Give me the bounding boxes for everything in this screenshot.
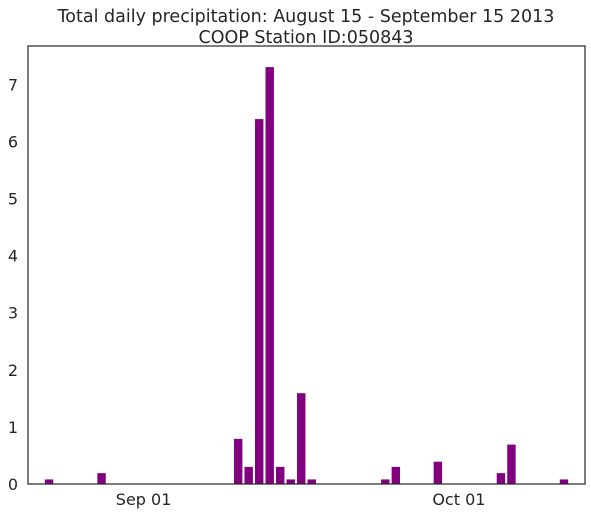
x-tick-label-sep-01: Sep 01 — [116, 490, 172, 509]
bar-2013-09-17 — [307, 479, 316, 484]
x-tick-label-oct-01: Oct 01 — [432, 490, 485, 509]
bar-2013-09-16 — [297, 393, 306, 484]
bar-2013-10-05 — [496, 473, 506, 484]
y-tick-label-1: 1 — [8, 418, 18, 437]
y-tick-label-0: 0 — [8, 475, 18, 494]
bars-group — [44, 67, 569, 484]
bar-2013-08-28 — [97, 473, 106, 484]
bar-2013-09-13 — [265, 67, 274, 484]
chart-title-line2: COOP Station ID:050843 — [199, 28, 414, 48]
y-tick-label-3: 3 — [8, 304, 18, 323]
chart-title-line1: Total daily precipitation: August 15 - S… — [57, 7, 555, 27]
bar-2013-10-06 — [507, 444, 516, 484]
bar-2013-09-10 — [233, 438, 243, 484]
bar-2013-09-12 — [255, 119, 264, 484]
plot-frame — [27, 45, 586, 485]
bar-2013-08-23 — [44, 479, 54, 484]
bar-2013-09-24 — [381, 479, 390, 484]
bar-2013-09-29 — [433, 461, 443, 484]
bar-2013-09-25 — [391, 466, 401, 484]
y-tick-label-6: 6 — [8, 132, 18, 151]
bar-2013-09-14 — [276, 466, 285, 484]
y-tick-label-4: 4 — [8, 247, 18, 266]
bar-2013-10-11 — [559, 479, 569, 484]
bar-2013-09-15 — [286, 479, 295, 484]
axis-ticks-group: 0 1 2 3 4 5 6 7 Sep 01 Oct 01 — [8, 75, 486, 509]
y-tick-label-7: 7 — [8, 75, 18, 94]
y-tick-label-2: 2 — [8, 361, 18, 380]
y-tick-label-5: 5 — [8, 189, 18, 208]
bar-2013-09-11 — [244, 466, 253, 484]
